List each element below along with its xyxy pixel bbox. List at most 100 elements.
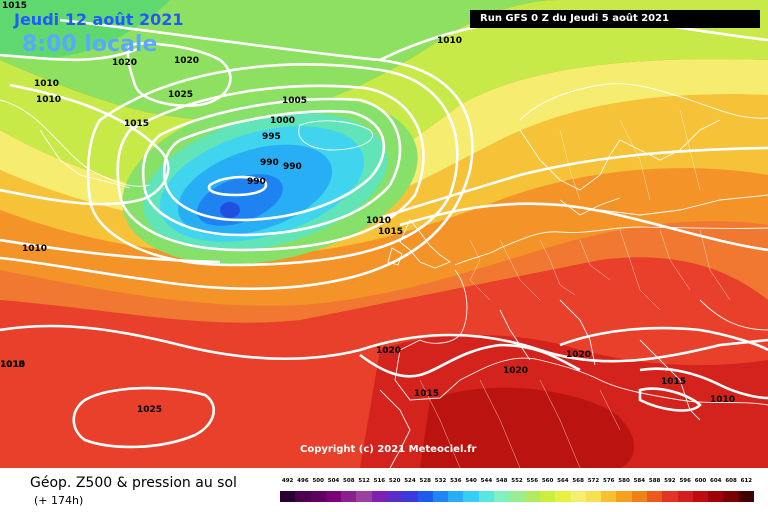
isobar-label: 1020 xyxy=(174,56,200,66)
isobar-label: 1005 xyxy=(282,96,308,106)
scale-label: 540 xyxy=(465,478,477,484)
band-yellow xyxy=(0,59,768,226)
scale-label: 516 xyxy=(373,478,386,484)
isobar-label: 1010 xyxy=(437,36,463,46)
scale-swatch xyxy=(432,491,449,502)
isobar-label: 1020 xyxy=(503,366,529,376)
isobar-label: 1020 xyxy=(376,346,402,356)
scale-label: 600 xyxy=(694,478,707,484)
isobar-label: 990 xyxy=(247,177,266,187)
isobar-label: 1025 xyxy=(137,405,163,415)
scale-label: 552 xyxy=(511,478,523,484)
isobar-label: 1015 xyxy=(2,1,28,11)
scale-swatch xyxy=(631,491,648,502)
isobar-label: 1015 xyxy=(378,227,404,237)
scale-swatch xyxy=(494,491,510,502)
scale-swatch xyxy=(356,491,373,502)
scale-swatch xyxy=(402,491,419,502)
scale-label: 544 xyxy=(480,478,493,484)
isobar-label: 1020 xyxy=(566,350,592,360)
scale-swatch xyxy=(325,491,342,502)
scale-swatch xyxy=(295,491,312,502)
scale-label: 580 xyxy=(618,478,630,484)
borders xyxy=(419,109,731,468)
scale-label: 492 xyxy=(281,478,294,484)
isobar-label: 990 xyxy=(260,158,279,168)
isobar-label: 1010 xyxy=(0,360,26,370)
scale-swatch xyxy=(280,491,296,502)
isobar-label: 1000 xyxy=(270,116,296,126)
isobar-label: 1025 xyxy=(168,90,194,100)
isobar-label: 1015 xyxy=(414,389,440,399)
low-band-6 xyxy=(220,202,240,218)
scale-swatch xyxy=(371,491,388,502)
scale-label: 496 xyxy=(297,478,309,484)
isobar-label: 1015 xyxy=(0,360,26,370)
scale-swatch xyxy=(509,491,526,502)
scale-swatch xyxy=(524,491,541,502)
scale-label: 500 xyxy=(312,478,324,484)
scale-swatch xyxy=(662,491,679,502)
scale-label: 568 xyxy=(572,478,584,484)
scale-swatch xyxy=(708,491,724,502)
scale-swatch xyxy=(738,491,755,502)
scale-label: 556 xyxy=(526,478,539,484)
scale-label: 520 xyxy=(388,478,401,484)
scale-label: 512 xyxy=(358,478,370,484)
scale-swatch xyxy=(539,491,556,502)
isobar-label: 1010 xyxy=(710,395,736,405)
scale-swatch xyxy=(310,491,327,502)
forecast-date: Jeudi 12 août 2021 xyxy=(14,10,184,29)
isobar-label: 1010 xyxy=(34,79,60,89)
forecast-range: (+ 174h) xyxy=(34,494,84,507)
scale-label: 608 xyxy=(725,478,737,484)
weather-map xyxy=(0,0,768,468)
scale-label: 612 xyxy=(740,478,753,484)
run-banner: Run GFS 0 Z du Jeudi 5 août 2021 xyxy=(470,10,760,28)
copyright-notice: Copyright (c) 2021 Meteociel.fr xyxy=(300,444,477,455)
isobar-label: 1010 xyxy=(0,360,26,370)
forecast-time: 8:00 locale xyxy=(22,32,158,57)
isobar-label: 1015 xyxy=(661,377,687,387)
scale-label: 504 xyxy=(327,478,340,484)
legend-bar xyxy=(0,468,768,512)
scale-swatch xyxy=(692,491,709,502)
scale-label: 584 xyxy=(633,478,646,484)
scale-swatch xyxy=(341,491,357,502)
scale-label: 524 xyxy=(404,478,416,484)
scale-swatch xyxy=(417,491,434,502)
scale-label: 564 xyxy=(557,478,569,484)
isobar-label: 1015 xyxy=(0,360,26,370)
scale-swatch xyxy=(570,491,587,502)
scale-label: 576 xyxy=(602,478,615,484)
scale-swatch xyxy=(601,491,617,502)
isobars xyxy=(0,15,768,449)
scale-label: 572 xyxy=(587,478,600,484)
scale-swatch xyxy=(448,491,464,502)
isobar-label: 990 xyxy=(283,162,302,172)
isobar-label: 1020 xyxy=(112,58,138,68)
scale-label: 508 xyxy=(343,478,355,484)
scale-label: 532 xyxy=(434,478,447,484)
scale-label: 604 xyxy=(710,478,722,484)
coastlines xyxy=(0,83,768,468)
isobar-label: 1010 xyxy=(22,244,48,254)
scale-label: 548 xyxy=(495,478,508,484)
scale-swatch xyxy=(387,491,403,502)
scale-swatch xyxy=(677,491,694,502)
color-scale: 492 496 500 504 508 512 516 520 524 528 532 536 540 5… xyxy=(280,478,755,508)
greenland-green xyxy=(0,0,170,59)
isobar-label: 1010 xyxy=(36,95,62,105)
scale-swatch xyxy=(585,491,602,502)
scale-label: 528 xyxy=(419,478,431,484)
scale-label: 536 xyxy=(450,478,462,484)
product-title: Géop. Z500 & pression au sol xyxy=(30,475,237,491)
scale-label: 560 xyxy=(541,478,554,484)
scale-swatch xyxy=(555,491,571,502)
scale-swatch xyxy=(478,491,495,502)
band-yelloworange xyxy=(0,94,768,255)
scale-label: 588 xyxy=(648,478,661,484)
scale-swatch xyxy=(616,491,633,502)
low-band-5 xyxy=(197,174,283,226)
